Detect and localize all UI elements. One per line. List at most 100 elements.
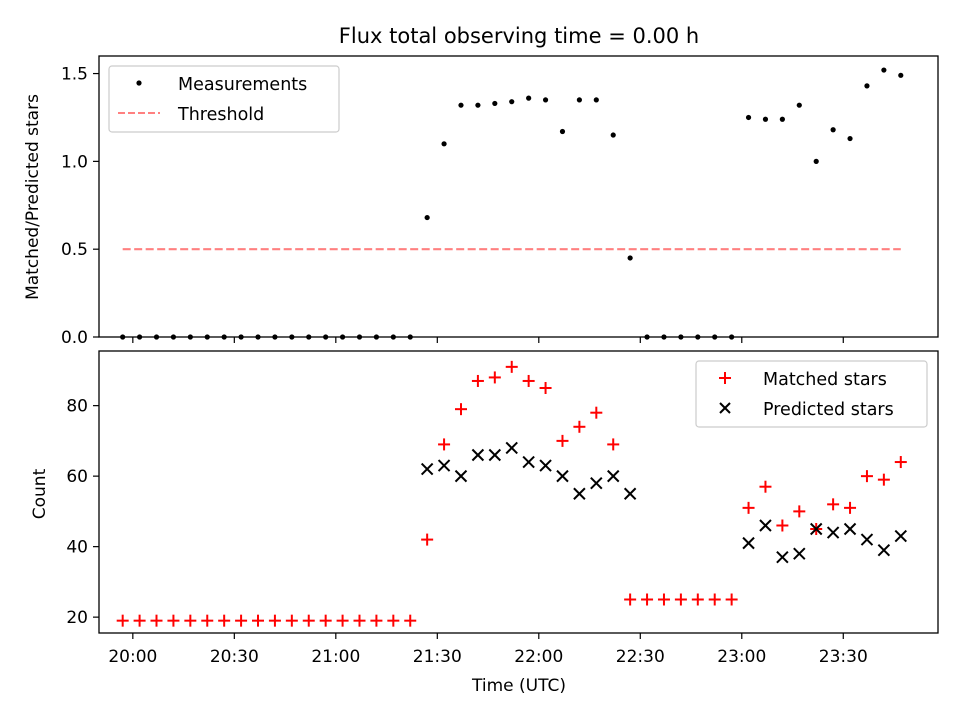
measurement-point bbox=[492, 100, 498, 107]
predicted-star-point bbox=[488, 448, 502, 462]
measurement-point bbox=[373, 334, 380, 340]
matched-star-point bbox=[353, 614, 366, 627]
matched-star-point bbox=[421, 533, 434, 546]
matched-star-point bbox=[759, 480, 772, 493]
ratio-y-tick-label: 1.5 bbox=[61, 65, 88, 85]
measurement-point bbox=[712, 334, 718, 340]
measurement-point bbox=[779, 116, 785, 122]
count-x-tick-label: 22:00 bbox=[514, 647, 563, 667]
predicted-star-point bbox=[776, 551, 789, 564]
measurement-point bbox=[830, 127, 836, 133]
measurement-point bbox=[289, 334, 295, 340]
measurement-point bbox=[813, 158, 819, 164]
predicted-star-point bbox=[843, 522, 857, 536]
count-x-tick-label: 22:30 bbox=[616, 647, 665, 667]
measurement-point bbox=[762, 116, 769, 122]
measurement-point bbox=[407, 334, 413, 340]
predicted-star-point bbox=[556, 469, 569, 483]
predicted-star-point bbox=[860, 533, 874, 546]
measurement-point bbox=[390, 334, 396, 340]
count-x-tick-label: 21:30 bbox=[413, 647, 462, 667]
measurement-point bbox=[796, 102, 802, 108]
measurement-point bbox=[306, 334, 312, 340]
count-plot-frame bbox=[98, 350, 939, 634]
chart-title: Flux total observing time = 0.00 h bbox=[339, 24, 699, 48]
matched-star-point bbox=[471, 374, 484, 387]
count-legend-box bbox=[695, 360, 928, 428]
predicted-star-point bbox=[573, 487, 586, 500]
predicted-star-point bbox=[437, 459, 451, 472]
predicted-star-point bbox=[793, 547, 806, 560]
matched-star-point bbox=[133, 614, 146, 627]
matched-star-point bbox=[674, 593, 687, 606]
ratio-marks bbox=[120, 67, 904, 340]
predicted-star-point bbox=[826, 526, 840, 539]
measurement-point bbox=[170, 334, 177, 340]
matched-star-point bbox=[454, 403, 467, 416]
matched-star-point bbox=[590, 406, 603, 419]
count-y-tick-label: 60 bbox=[66, 467, 88, 487]
matched-star-point bbox=[505, 360, 518, 373]
measurement-point bbox=[221, 334, 227, 340]
matched-star-point bbox=[844, 501, 857, 514]
count-y-tick-label: 80 bbox=[66, 397, 88, 417]
measurement-point bbox=[323, 334, 329, 340]
matched-star-point bbox=[184, 614, 197, 627]
matched-star-point bbox=[641, 593, 654, 606]
count-y-ticks: 20 40 60 80 bbox=[66, 397, 99, 628]
count-y-axis-label: Count bbox=[30, 468, 50, 519]
ratio-panel: 0.0 0.5 1.0 1.5 Matched/Predicted stars Mea… bbox=[23, 55, 939, 348]
measurement-point bbox=[458, 102, 464, 108]
matched-star-point bbox=[201, 614, 214, 627]
count-x-ticks: 20:00 20:30 21:00 21:30 22:00 22:30 23:00 23:30 bbox=[108, 633, 868, 667]
measurement-point bbox=[153, 334, 160, 340]
measurement-point bbox=[729, 334, 735, 340]
measurement-point bbox=[864, 83, 870, 89]
count-legend: Matched stars Predicted stars bbox=[695, 360, 928, 428]
ratio-y-tick-label: 0.5 bbox=[61, 240, 88, 260]
predicted-star-point bbox=[742, 536, 755, 550]
predicted-star-point bbox=[522, 455, 535, 469]
matched-star-point bbox=[573, 420, 586, 433]
predicted-star-point bbox=[607, 469, 620, 483]
measurement-point bbox=[576, 97, 582, 103]
predicted-star-point bbox=[539, 459, 552, 472]
ratio-x-ticks bbox=[132, 337, 844, 343]
matched-star-point bbox=[877, 473, 890, 486]
ratio-y-ticks: 0.0 0.5 1.0 1.5 bbox=[61, 65, 99, 348]
matched-star-point bbox=[556, 434, 569, 447]
measurement-point bbox=[255, 334, 261, 340]
legend-matched-label: Matched stars bbox=[763, 370, 887, 390]
matched-star-point bbox=[268, 614, 281, 627]
measurement-point bbox=[424, 214, 430, 221]
predicted-star-point bbox=[420, 462, 434, 476]
matched-star-point bbox=[708, 593, 721, 606]
predicted-star-point bbox=[454, 469, 468, 483]
matched-star-point bbox=[725, 593, 738, 606]
matched-star-point bbox=[539, 382, 552, 395]
measurement-point bbox=[542, 97, 549, 103]
predicted-star-point bbox=[590, 476, 603, 490]
legend-threshold-label: Threshold bbox=[177, 105, 264, 125]
matched-star-point bbox=[657, 593, 670, 606]
matched-star-point bbox=[150, 614, 163, 627]
matched-star-point bbox=[235, 614, 248, 627]
measurement-point bbox=[204, 334, 210, 340]
measurement-point bbox=[661, 334, 667, 340]
measurement-point bbox=[339, 334, 346, 340]
measurement-point bbox=[120, 334, 126, 340]
measurement-point bbox=[526, 95, 532, 101]
matched-star-point bbox=[624, 593, 637, 606]
measurement-point bbox=[898, 72, 904, 78]
count-x-tick-label: 23:30 bbox=[819, 647, 868, 667]
matched-star-point bbox=[894, 456, 907, 469]
measurement-point bbox=[475, 102, 481, 108]
measurement-point bbox=[847, 135, 853, 142]
measurement-point bbox=[441, 141, 447, 147]
measurement-point bbox=[881, 67, 887, 73]
measurement-point bbox=[678, 334, 684, 340]
matched-star-point bbox=[607, 438, 620, 451]
matched-star-point bbox=[522, 374, 535, 387]
